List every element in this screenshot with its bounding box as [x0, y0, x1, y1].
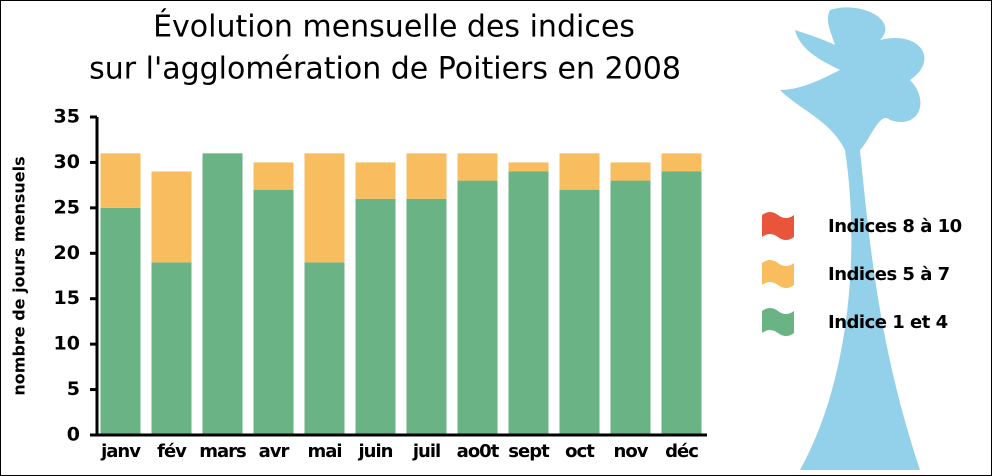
legend-label: Indices 5 à 7: [828, 264, 950, 285]
legend-label: Indices 8 à 10: [828, 216, 962, 237]
y-tick-label: 20: [54, 242, 80, 264]
bar-segment: [305, 153, 345, 262]
bar-segment: [152, 262, 192, 435]
chart-title: sur l'agglomération de Poitiers en 2008: [89, 52, 681, 87]
x-tick-label: mars: [199, 441, 246, 462]
x-tick-label: juin: [358, 441, 393, 462]
bar-segment: [509, 162, 549, 171]
bar-segment: [458, 153, 498, 180]
x-tick-label: oct: [565, 441, 595, 462]
bar-segment: [356, 199, 396, 435]
x-tick-label: avr: [259, 441, 290, 462]
x-tick-label: juil: [412, 441, 440, 462]
y-axis-label: nombre de jours mensuels: [10, 156, 29, 395]
y-tick-label: 35: [54, 106, 80, 128]
bar-segment: [305, 262, 345, 435]
y-tick-label: 25: [54, 196, 80, 218]
bar-segment: [662, 172, 702, 435]
y-tick-label: 15: [54, 287, 80, 309]
bar-segment: [611, 162, 651, 180]
bar-segment: [152, 172, 192, 263]
bar-segment: [662, 153, 702, 171]
bar-segment: [254, 162, 294, 189]
x-tick-label: nov: [614, 441, 649, 462]
x-tick-label: mai: [307, 441, 341, 462]
bar-segment: [407, 199, 447, 435]
bar-segment: [356, 162, 396, 198]
x-tick-label: sept: [508, 441, 550, 462]
y-tick-label: 30: [54, 151, 80, 173]
bar-segment: [407, 153, 447, 198]
y-tick-label: 5: [67, 378, 80, 400]
x-tick-label: ao0t: [457, 441, 500, 462]
bar-segment: [560, 153, 600, 189]
legend-label: Indice 1 et 4: [828, 312, 948, 333]
bar-segment: [101, 153, 141, 208]
bar-segment: [611, 181, 651, 435]
x-tick-label: fév: [157, 441, 187, 462]
bar-segment: [254, 190, 294, 435]
chart-title: Évolution mensuelle des indices: [153, 9, 635, 45]
y-tick-label: 10: [54, 333, 80, 355]
bar-segment: [203, 153, 243, 435]
x-tick-label: janv: [100, 441, 141, 462]
bar-segment: [458, 181, 498, 435]
y-tick-label: 0: [67, 424, 80, 446]
chart: Évolution mensuelle des indices sur l'ag…: [0, 0, 992, 476]
x-tick-label: déc: [665, 441, 698, 462]
bar-segment: [101, 208, 141, 435]
bar-segment: [560, 190, 600, 435]
bar-segment: [509, 172, 549, 435]
